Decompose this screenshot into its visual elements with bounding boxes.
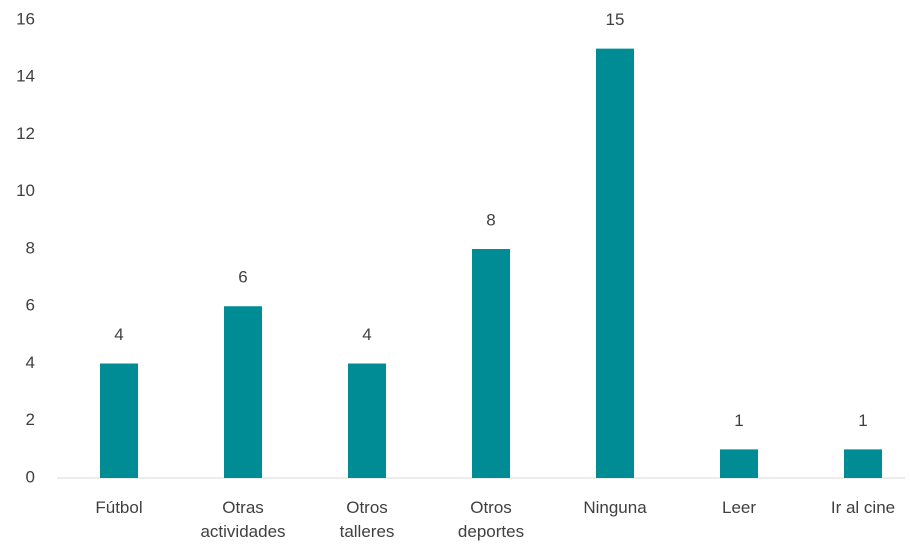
data-label: 1 [858,411,867,430]
bar [224,306,262,478]
bar [348,363,386,478]
data-label: 8 [486,210,495,229]
y-tick-label: 8 [26,238,35,257]
data-label: 1 [734,411,743,430]
data-label: 6 [238,268,247,287]
y-tick-label: 16 [16,9,35,28]
x-tick-label: Otros deportes [457,498,525,541]
x-tick-label: Ir al cine [830,498,896,517]
bar [720,449,758,478]
y-tick-label: 14 [16,67,35,86]
x-tick-label: Leer [721,498,757,517]
bar [472,249,510,478]
bar [844,449,882,478]
y-tick-label: 2 [26,410,35,429]
y-tick-label: 4 [26,353,35,372]
y-tick-label: 0 [26,467,35,486]
x-tick-label: Ninguna [583,498,647,517]
y-tick-label: 6 [26,296,35,315]
data-label: 15 [606,10,625,29]
bar [596,48,634,478]
bar [100,363,138,478]
y-tick-label: 10 [16,181,35,200]
y-tick-label: 12 [16,124,35,143]
data-label: 4 [362,325,371,344]
x-tick-label: Otras actividades [200,498,286,541]
data-label: 4 [114,325,123,344]
x-tick-label: Otros talleres [339,498,395,541]
x-tick-label: Fútbol [95,498,143,517]
